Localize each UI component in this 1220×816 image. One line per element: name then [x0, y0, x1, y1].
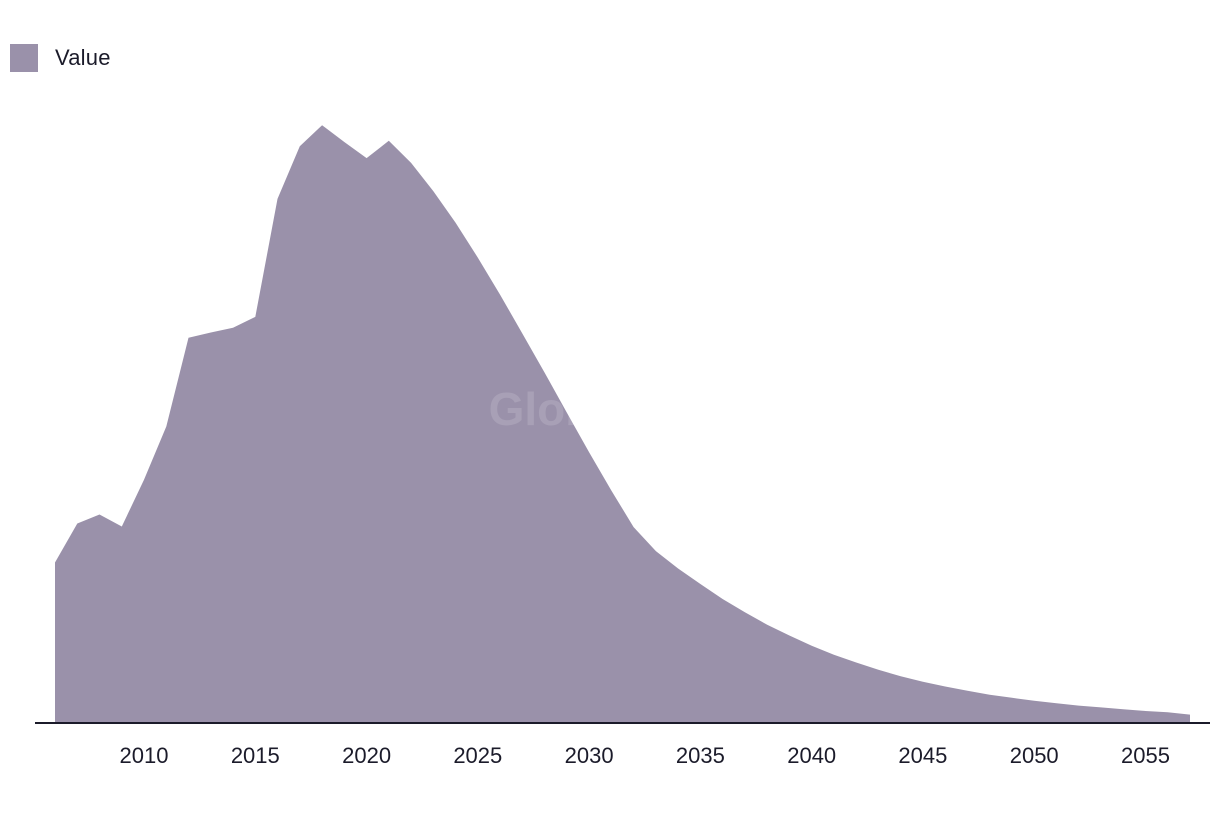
- x-tick-label: 2020: [342, 743, 391, 768]
- x-tick-label: 2040: [787, 743, 836, 768]
- x-tick-label: 2015: [231, 743, 280, 768]
- x-tick-label: 2030: [565, 743, 614, 768]
- legend-swatch: [10, 44, 38, 72]
- x-tick-label: 2055: [1121, 743, 1170, 768]
- x-axis-ticks: 2010 2015 2020 2025 2030 2035 2040 2045 2050 2055: [120, 743, 1170, 768]
- legend: Value: [10, 44, 111, 72]
- legend-label: Value: [55, 45, 111, 70]
- watermark-text: GlobalData: [489, 383, 732, 435]
- x-tick-label: 2045: [898, 743, 947, 768]
- x-tick-label: 2025: [453, 743, 502, 768]
- x-tick-label: 2035: [676, 743, 725, 768]
- x-tick-label: 2050: [1010, 743, 1059, 768]
- area-series-value: [55, 125, 1190, 723]
- x-tick-label: 2010: [120, 743, 169, 768]
